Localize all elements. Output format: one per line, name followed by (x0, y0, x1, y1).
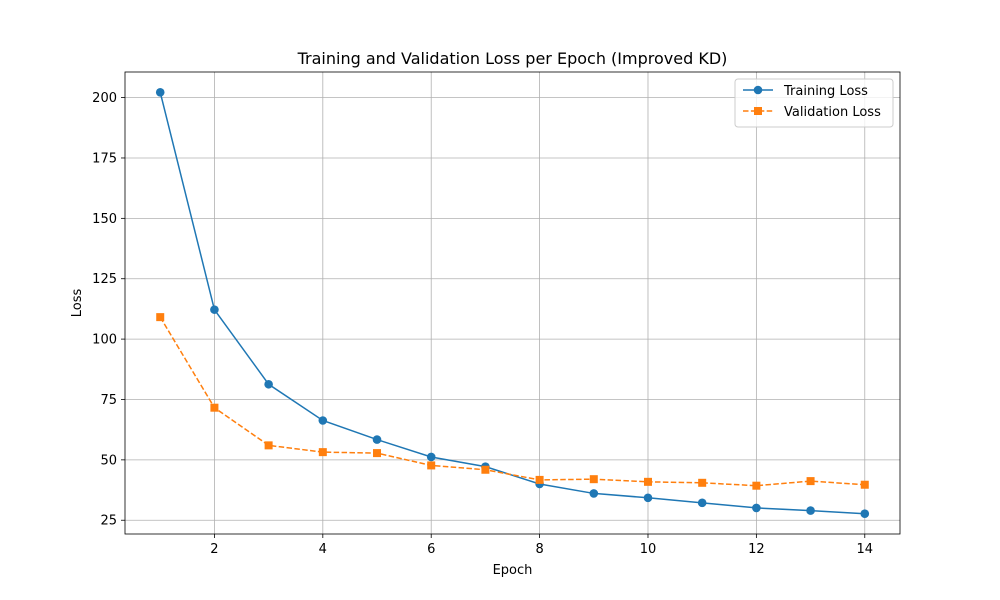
data-point-validation-loss (318, 448, 327, 457)
x-tick-label: 8 (535, 542, 543, 557)
data-point-training-loss (426, 452, 436, 462)
x-axis-label: Epoch (493, 563, 533, 578)
y-tick-label: 75 (100, 393, 117, 408)
y-tick-label: 125 (92, 272, 117, 287)
y-axis-label: Loss (70, 289, 85, 318)
y-tick-label: 25 (100, 514, 117, 529)
data-point-validation-loss (156, 313, 165, 322)
x-tick-label: 4 (319, 542, 327, 557)
legend-marker-training-loss (753, 85, 763, 95)
data-point-training-loss (589, 489, 599, 498)
y-tick-label: 150 (92, 212, 117, 227)
data-point-training-loss (318, 416, 328, 425)
x-axis-ticks: 2 4 6 8 10 12 14 (210, 534, 873, 557)
y-axis-ticks: 25 50 75 100 125 150 175 200 (92, 91, 125, 529)
x-tick-label: 14 (856, 542, 873, 557)
y-tick-label: 100 (92, 333, 117, 348)
data-point-validation-loss (589, 475, 598, 484)
data-series (155, 87, 870, 519)
data-point-validation-loss (373, 449, 382, 458)
data-point-training-loss (155, 87, 165, 97)
data-point-validation-loss (860, 480, 869, 489)
legend-marker-validation-loss (754, 107, 762, 115)
y-tick-label: 200 (92, 91, 117, 106)
data-point-validation-loss (481, 465, 490, 474)
legend-label-training-loss: Training Loss (783, 84, 868, 99)
x-tick-label: 12 (748, 542, 765, 557)
plot-area-frame (124, 71, 901, 535)
data-point-training-loss (643, 493, 653, 503)
y-tick-label: 50 (100, 453, 117, 468)
data-point-validation-loss (264, 441, 273, 450)
data-point-training-loss (372, 435, 382, 444)
series-line-training-loss (159, 92, 865, 515)
data-point-training-loss (860, 509, 870, 519)
data-point-validation-loss (698, 478, 707, 487)
legend-box (734, 78, 894, 128)
x-tick-label: 2 (210, 542, 218, 557)
data-point-validation-loss (752, 481, 761, 490)
data-point-training-loss (697, 498, 707, 508)
chart-title: Training and Validation Loss per Epoch (… (297, 49, 728, 68)
legend-label-validation-loss: Validation Loss (784, 105, 881, 120)
data-point-training-loss (752, 503, 761, 513)
data-point-validation-loss (427, 461, 436, 470)
data-point-validation-loss (643, 477, 652, 486)
data-point-validation-loss (806, 477, 815, 486)
data-point-training-loss (806, 506, 815, 515)
legend: Training Loss Validation Loss (734, 78, 894, 128)
data-point-training-loss (210, 305, 219, 314)
series-line-validation-loss (159, 316, 865, 487)
data-point-validation-loss (535, 475, 544, 484)
x-tick-label: 10 (640, 542, 657, 557)
y-tick-label: 175 (92, 151, 117, 166)
x-tick-label: 6 (427, 542, 435, 557)
data-point-training-loss (264, 379, 273, 389)
grid-lines (125, 72, 900, 534)
data-point-validation-loss (210, 403, 219, 412)
